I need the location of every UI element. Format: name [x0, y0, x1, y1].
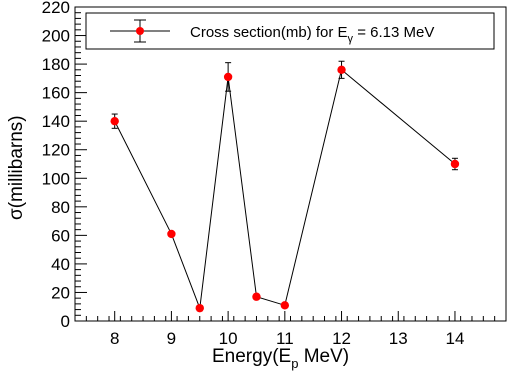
data-points: [110, 65, 460, 313]
legend-label-main: Cross section(mb) for E: [190, 24, 348, 41]
y-tick-label: 80: [51, 198, 70, 217]
data-point: [280, 301, 290, 310]
data-point: [337, 65, 346, 75]
x-axis-label: Energy(Ep MeV): [212, 346, 349, 371]
x-tick-label: 11: [276, 329, 294, 348]
data-point: [223, 72, 233, 82]
data-point: [195, 303, 204, 313]
y-tick-label: 220: [42, 0, 70, 17]
y-axis-tick-labels: 0 20 40 60 80 100 120 140 160 180 200 220: [42, 0, 70, 331]
y-tick-label: 100: [42, 169, 70, 188]
x-axis-ticks: [74, 311, 507, 321]
x-tick-label: 14: [445, 329, 464, 348]
series-line: [114, 68, 456, 309]
x-tick-label: 12: [332, 329, 351, 348]
y-tick-label: 120: [42, 141, 70, 160]
legend: Cross section(mb) for Eγ = 6.13 MeV: [85, 12, 495, 50]
x-tick-label: 13: [389, 329, 408, 348]
y-tick-label: 0: [61, 312, 70, 331]
y-axis-ticks: [75, 6, 87, 322]
x-tick-label: 8: [110, 329, 119, 348]
error-bars: [111, 60, 458, 171]
x-tick-label: 10: [219, 329, 238, 348]
y-tick-label: 40: [51, 255, 70, 274]
x-axis-label-subscript: p: [291, 356, 298, 371]
data-point: [252, 292, 261, 301]
y-tick-label: 180: [42, 55, 70, 74]
data-point: [110, 116, 119, 126]
y-tick-label: 60: [51, 226, 70, 245]
x-axis-tick-labels: 8 9 10 11 12 13 14: [110, 329, 464, 348]
y-axis-label: σ(millibarns): [6, 115, 27, 220]
data-point: [167, 229, 176, 239]
x-axis-label-main: Energy(E: [212, 346, 291, 367]
x-axis-label-tail: MeV): [298, 346, 349, 367]
y-tick-label: 140: [42, 112, 70, 131]
y-tick-label: 20: [51, 283, 70, 302]
y-tick-label: 200: [42, 27, 70, 46]
x-tick-label: 9: [167, 329, 176, 348]
legend-marker: [136, 27, 144, 35]
legend-label: Cross section(mb) for Eγ = 6.13 MeV: [190, 24, 434, 45]
legend-label-subscript: γ: [348, 33, 354, 45]
data-point: [450, 159, 460, 169]
y-tick-label: 160: [42, 84, 70, 103]
series-polyline: [114, 68, 456, 309]
legend-label-tail: = 6.13 MeV: [353, 24, 434, 41]
plot-frame: [74, 6, 507, 322]
